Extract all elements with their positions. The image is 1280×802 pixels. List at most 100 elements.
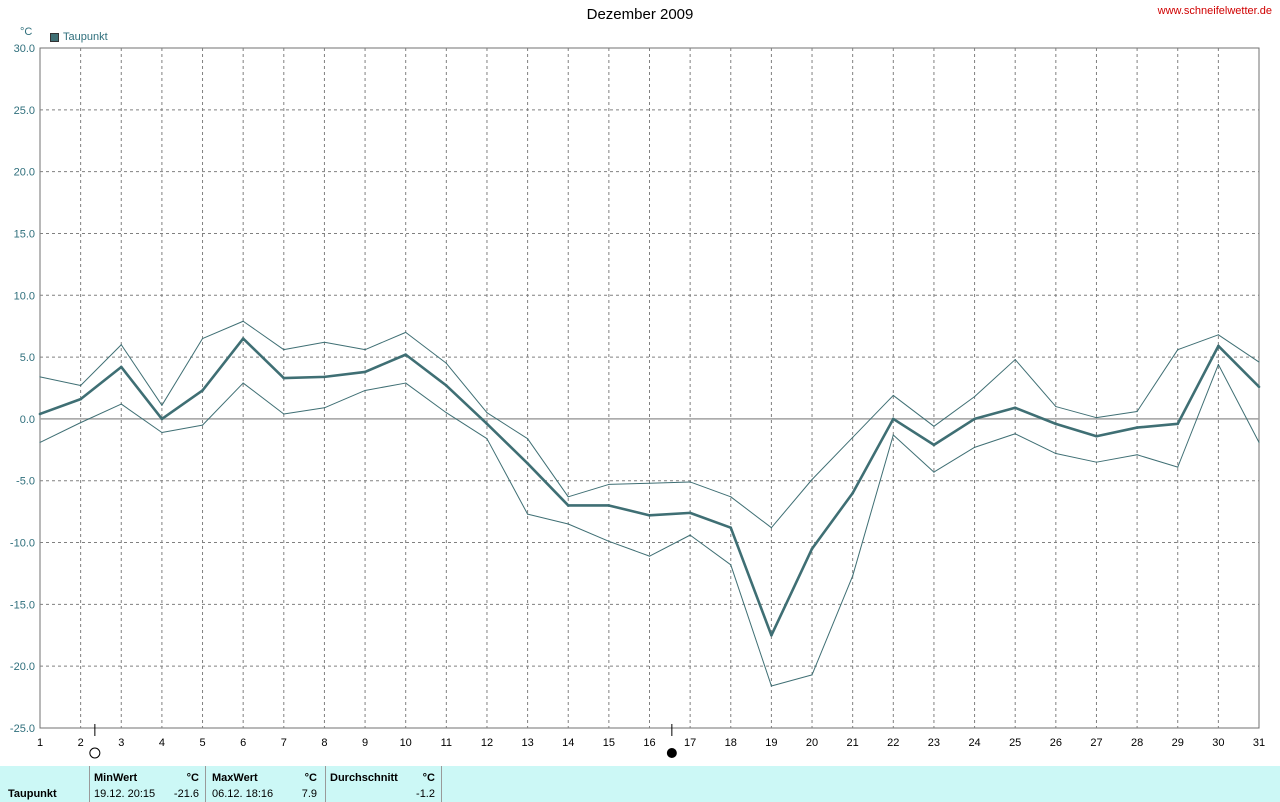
x-tick-label: 19 <box>765 737 777 749</box>
data-point-max <box>283 349 285 351</box>
data-point-min <box>283 413 285 415</box>
x-tick-label: 8 <box>321 737 327 749</box>
data-point-mean <box>770 633 773 637</box>
data-point-mean <box>119 365 123 369</box>
data-point-max <box>1136 410 1138 413</box>
x-tick-label: 10 <box>400 737 412 749</box>
avg-header: Durchschnitt <box>330 772 398 784</box>
grid-layer <box>39 47 1260 729</box>
data-point-min <box>405 382 407 384</box>
x-tick-label: 20 <box>806 737 818 749</box>
data-point-mean <box>404 353 408 356</box>
data-point-min <box>201 424 204 426</box>
data-point-mean <box>1095 434 1098 438</box>
data-point-mean <box>323 375 326 379</box>
x-tick-label: 15 <box>603 737 615 749</box>
min-datetime: 19.12. 20:15 <box>94 788 156 800</box>
x-tick-label: 30 <box>1212 737 1224 749</box>
data-point-mean <box>729 526 733 530</box>
data-point-mean <box>892 417 895 421</box>
data-point-mean <box>851 491 854 495</box>
data-point-mean <box>688 511 692 515</box>
data-point-mean <box>1176 422 1180 426</box>
data-point-min <box>973 446 976 448</box>
full-moon-icon <box>89 747 101 759</box>
data-point-min <box>608 540 610 542</box>
x-tick-label: 14 <box>562 737 574 749</box>
y-tick-label: 15.0 <box>14 228 35 240</box>
y-tick-label: 0.0 <box>20 414 35 426</box>
data-point-mean <box>363 370 367 374</box>
x-tick-label: 6 <box>240 737 246 749</box>
data-point-min <box>1217 363 1219 366</box>
y-tick-label: -20.0 <box>10 661 35 673</box>
data-point-mean <box>810 547 814 551</box>
new-moon-icon <box>666 748 677 758</box>
x-tick-label: 27 <box>1090 737 1102 749</box>
data-point-min <box>852 575 854 577</box>
data-point-min <box>486 438 488 440</box>
data-point-mean <box>241 337 245 340</box>
footer-avg-cell: Durchschnitt °C -1.2 <box>326 766 442 802</box>
data-point-max <box>201 337 204 340</box>
x-tick-label: 23 <box>928 737 940 749</box>
y-tick-label: -25.0 <box>10 723 35 735</box>
data-point-max <box>852 436 854 439</box>
data-point-min <box>242 382 244 384</box>
data-point-min <box>1258 441 1260 443</box>
data-point-max <box>527 438 529 440</box>
data-point-mean <box>79 397 82 401</box>
data-point-max <box>161 404 163 406</box>
footer-series-label: Taupunkt <box>8 788 57 800</box>
x-tick-label: 31 <box>1253 737 1265 749</box>
data-point-mean <box>1054 422 1058 426</box>
data-point-min <box>1055 452 1057 455</box>
data-point-max <box>973 396 976 398</box>
site-link[interactable]: www.schneifelwetter.de <box>1157 5 1272 17</box>
x-tick-label: 4 <box>159 737 165 749</box>
data-point-max <box>730 496 732 498</box>
data-point-max <box>1177 349 1179 351</box>
data-point-min <box>161 431 163 434</box>
footer-max-cell: MaxWert °C 06.12. 18:16 7.9 <box>206 766 326 802</box>
data-point-max <box>811 478 813 481</box>
data-point-min <box>39 441 41 443</box>
x-tick-label: 2 <box>78 737 84 749</box>
axis-layer: 30.0 25.0 20.0 15.0 10.0 5.0 0.0 -5.0 -10.0 -15.0… <box>10 43 1265 749</box>
x-tick-label: 13 <box>521 737 533 749</box>
x-tick-label: 29 <box>1172 737 1184 749</box>
data-point-max <box>608 483 610 486</box>
data-point-max <box>689 481 691 483</box>
x-tick-label: 16 <box>643 737 655 749</box>
x-tick-label: 5 <box>199 737 205 749</box>
min-unit: °C <box>186 772 199 784</box>
x-tick-label: 3 <box>118 737 124 749</box>
data-point-min <box>445 412 447 414</box>
data-point-min <box>323 407 326 409</box>
data-point-min <box>1136 454 1138 456</box>
x-tick-label: 25 <box>1009 737 1021 749</box>
data-point-mean <box>1013 406 1017 410</box>
data-point-mean <box>607 504 611 507</box>
chart-title: Dezember 2009 <box>586 6 694 23</box>
x-tick-label: 7 <box>281 737 287 749</box>
min-header: MinWert <box>94 772 138 784</box>
x-tick-label: 21 <box>847 737 859 749</box>
data-point-max <box>120 344 122 346</box>
stats-footer: Taupunkt MinWert °C 19.12. 20:15 -21.6 M… <box>0 766 1280 802</box>
max-unit: °C <box>304 772 317 784</box>
x-tick-label: 22 <box>887 737 899 749</box>
data-point-mean <box>566 504 570 507</box>
footer-min-cell: MinWert °C 19.12. 20:15 -21.6 <box>90 766 206 802</box>
data-point-min <box>933 471 935 473</box>
data-point-max <box>648 482 651 484</box>
x-tick-label: 12 <box>481 737 493 749</box>
x-tick-label: 24 <box>968 737 980 749</box>
data-point-min <box>770 685 773 687</box>
data-point-mean <box>445 384 448 387</box>
data-point-mean <box>526 462 529 465</box>
data-point-min <box>1177 466 1179 468</box>
data-point-mean <box>1135 426 1139 429</box>
data-point-max <box>242 320 244 322</box>
data-point-min <box>892 434 894 436</box>
